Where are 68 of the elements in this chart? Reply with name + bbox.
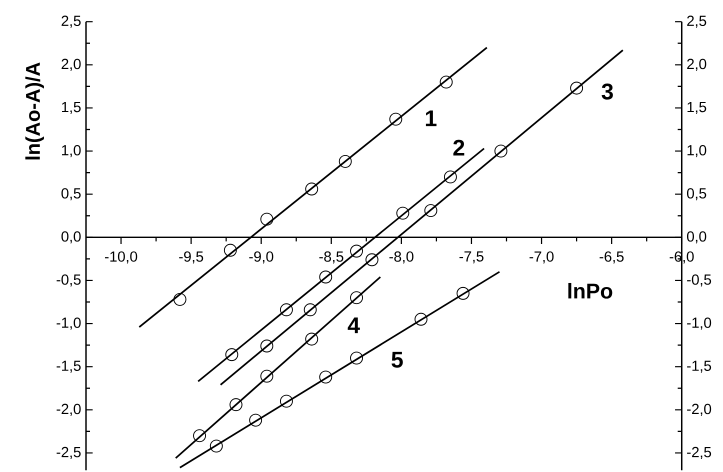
point — [365, 253, 378, 266]
series-label: 4 — [348, 317, 360, 334]
x-tick-label: -9,5 — [179, 251, 204, 264]
point — [414, 312, 428, 326]
y-tick-label: -2,5 — [56, 446, 81, 460]
point — [424, 204, 438, 218]
point — [319, 370, 332, 384]
y-tick-label: -1,0 — [56, 318, 81, 330]
point — [350, 352, 363, 365]
point — [396, 206, 410, 220]
x-tick-label: -7,0 — [530, 251, 554, 264]
y2-tick-label: 2,0 — [687, 58, 706, 71]
point — [350, 244, 363, 258]
y2-tick-label: 0,5 — [686, 188, 706, 200]
point — [193, 429, 206, 442]
point — [260, 340, 274, 352]
point — [260, 212, 274, 226]
point — [173, 292, 186, 306]
point — [570, 82, 584, 95]
y2-tick-label: 1,0 — [688, 145, 706, 158]
y2-tick-label: 2,5 — [687, 16, 706, 28]
x-tick-label: -6,5 — [600, 251, 624, 264]
x-tick-label: -10,0 — [104, 251, 138, 264]
x-axis-title: lnPo — [568, 282, 612, 299]
y2-tick-label: -2,5 — [687, 446, 712, 460]
point — [225, 348, 238, 362]
y-tick-label: 0,0 — [61, 231, 81, 244]
point — [456, 286, 470, 300]
y2-tick-label: 0,0 — [686, 231, 706, 244]
y-axis-title: ln(Ao-A)/A — [25, 62, 44, 160]
point — [444, 170, 457, 184]
x-tick-label: -8,0 — [389, 251, 414, 264]
y-tick-label: -2,0 — [56, 404, 81, 416]
y2-tick-label: -1,0 — [687, 318, 712, 330]
y-tick-label: 2,5 — [62, 16, 81, 28]
point — [494, 144, 508, 158]
y-tick-label: 1,5 — [62, 102, 81, 114]
point — [304, 303, 317, 316]
series-label: 1 — [426, 110, 436, 126]
point — [230, 398, 242, 412]
y-tick-label: 2,0 — [62, 58, 81, 71]
y2-tick-label: 1,5 — [688, 102, 706, 114]
series-label: 2 — [453, 140, 464, 156]
point — [389, 112, 402, 126]
point — [319, 270, 332, 284]
y-tick-label: -1,5 — [56, 360, 81, 373]
x-tick-label: -8,5 — [319, 251, 344, 264]
point — [249, 414, 262, 427]
y-tick-label: 0,5 — [61, 188, 81, 200]
point — [224, 244, 237, 257]
y-tick-label: -0,5 — [56, 274, 81, 287]
point — [440, 76, 453, 89]
point — [350, 291, 363, 304]
y-tick-label: 1,0 — [62, 145, 81, 158]
series-label: 5 — [392, 352, 403, 368]
y2-tick-label: -2,0 — [687, 404, 712, 416]
point — [338, 154, 352, 168]
point — [280, 394, 293, 408]
x-tick-label: -7,5 — [459, 251, 484, 264]
y2-tick-label: -0,5 — [687, 274, 712, 287]
point — [305, 182, 318, 196]
point — [210, 440, 223, 453]
point — [280, 303, 293, 316]
x-tick-label: -9,0 — [249, 251, 274, 264]
point — [305, 332, 318, 346]
point — [260, 370, 274, 383]
y2-tick-label: -1,5 — [687, 360, 712, 373]
series-label: 3 — [602, 84, 613, 100]
